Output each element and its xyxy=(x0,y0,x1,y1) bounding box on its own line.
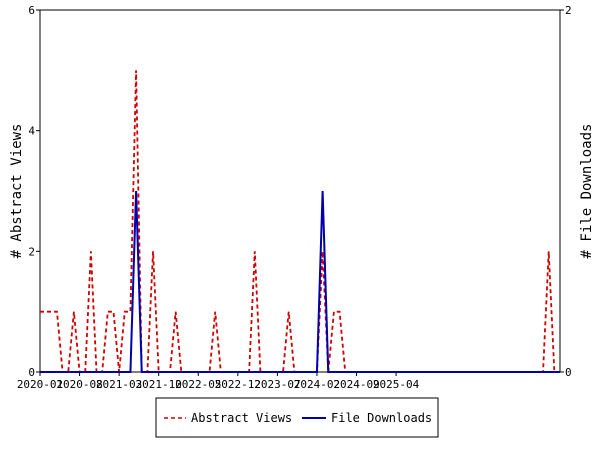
legend: Abstract Views File Downloads xyxy=(155,397,439,438)
legend-label-abstract-views: Abstract Views xyxy=(191,411,292,425)
plot-area xyxy=(39,9,561,373)
y-right-tick-label: 2 xyxy=(565,4,572,17)
x-tick-label: 2021-10 xyxy=(136,378,182,391)
x-tick-label: 2023-07 xyxy=(254,378,300,391)
series-line-file-downloads xyxy=(40,190,560,373)
x-tick-label: 2020-01 xyxy=(17,378,63,391)
legend-label-file-downloads: File Downloads xyxy=(331,411,432,425)
y-left-tick-label: 4 xyxy=(28,125,35,138)
x-tick-label: 2020-08 xyxy=(56,378,102,391)
plot-frame xyxy=(39,9,561,373)
x-tick-label: 2022-12 xyxy=(215,378,261,391)
x-tick-label: 2024-09 xyxy=(333,378,379,391)
y-left-axis-label: # Abstract Views xyxy=(9,124,25,259)
legend-box xyxy=(155,397,439,438)
axes-layer: 0 2 4 6 0 2 2020-012020-082021-032021-102022-0… xyxy=(17,4,572,391)
y-left-tick-label: 2 xyxy=(28,245,35,258)
y-left-tick-label: 6 xyxy=(28,4,35,17)
x-tick-label: 2022-05 xyxy=(175,378,221,391)
x-tick-label: 2021-03 xyxy=(96,378,142,391)
x-tick-label: 2025-04 xyxy=(373,378,420,391)
x-tick-label: 2024-02 xyxy=(294,378,340,391)
y-left-tick-label: 0 xyxy=(28,366,35,379)
y-right-tick-label: 0 xyxy=(565,366,572,379)
y-right-axis-label: # File Downloads xyxy=(579,124,595,259)
series-layer xyxy=(40,70,560,373)
